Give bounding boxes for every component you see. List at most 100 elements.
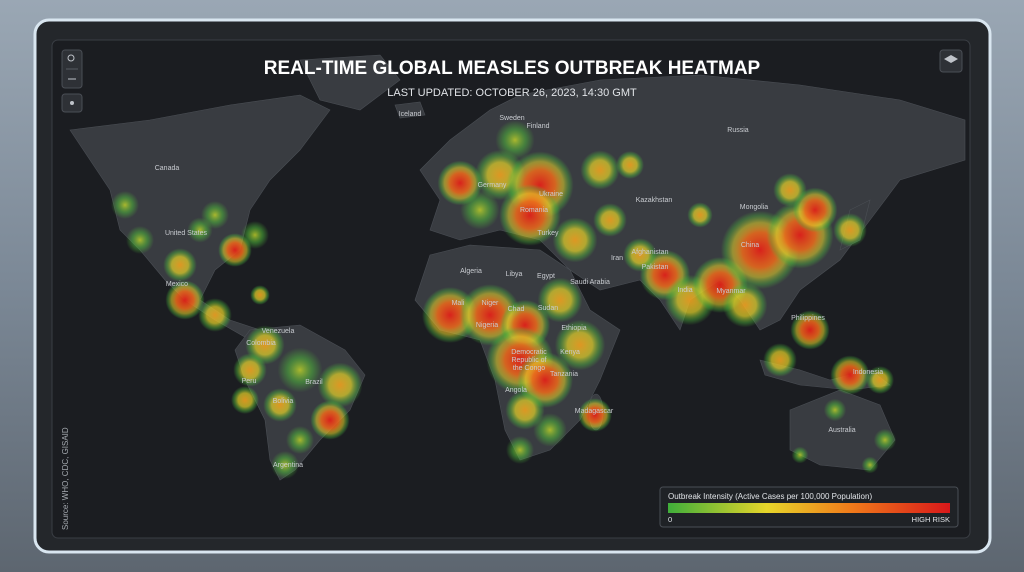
country-label: Venezuela [262,328,295,335]
heat-spot [552,217,598,263]
heat-spot [623,238,657,272]
heat-spot [554,319,606,371]
heat-spot [506,436,534,464]
country-label: China [741,242,759,249]
heat-spot [722,282,768,328]
country-label: Algeria [460,268,482,275]
heat-spot [830,355,870,395]
country-label: Iceland [399,111,422,118]
country-label: India [677,287,692,294]
heat-spot [126,226,154,254]
heat-spot [263,388,297,422]
country-label: Tanzania [550,371,578,378]
locate-icon [70,101,74,105]
country-label: Mali [452,300,465,307]
heat-spot [790,310,830,350]
layers-icon [944,55,958,63]
heat-spot [773,173,807,207]
heat-spot [460,190,500,230]
country-label: Madagascar [575,408,614,415]
country-label: Nigeria [476,322,498,329]
heat-spot [277,347,323,393]
country-label: Democratic [511,349,547,356]
country-label: Mongolia [740,204,769,211]
heat-spot [866,366,894,394]
heat-spot [763,343,797,377]
heat-spot [111,191,139,219]
heat-spot [310,400,350,440]
country-label: Iran [611,255,623,262]
country-label: Russia [727,127,749,134]
country-labels: Iceland Sweden Finland Russia Canada Ger… [155,111,884,469]
country-label: Kazakhstan [636,197,673,204]
country-label: Canada [155,165,180,172]
heat-spot [505,390,545,430]
legend-scale [668,503,950,513]
heat-spot [317,362,363,408]
legend-title: Outbreak Intensity (Active Cases per 100… [668,492,872,501]
country-label: Angola [505,387,527,394]
country-label: Peru [242,378,257,385]
country-label: Colombia [246,340,276,347]
country-label: Indonesia [853,369,883,376]
country-label: Argentina [273,462,303,469]
heat-spot [499,184,561,246]
country-label: Sudan [538,305,558,312]
zoom-icon [67,54,75,62]
heat-spot [580,150,620,190]
country-label: Mexico [166,281,188,288]
subtitle: LAST UPDATED: OCTOBER 26, 2023, 14:30 GM… [387,87,637,99]
country-label: Philippines [791,315,825,322]
country-label: Pakistan [642,264,669,271]
heat-spot [578,398,612,432]
country-label: Republic of [511,357,546,364]
heat-spot [198,298,232,332]
country-label: Myanmar [716,288,746,295]
country-label: Sweden [499,115,524,122]
country-label: United States [165,230,208,237]
heat-spot [271,451,299,479]
country-label: Afghanistan [632,249,669,256]
heat-spot [861,456,879,474]
heat-spot [495,120,535,160]
heat-spot [873,428,897,452]
country-label: Romania [520,207,548,214]
country-label: Brazil [305,379,323,386]
country-label: Turkey [537,230,559,237]
heat-spot [286,426,314,454]
country-label: Egypt [537,273,555,280]
country-label: Germany [478,182,507,189]
heat-spot [250,285,270,305]
title: REAL-TIME GLOBAL MEASLES OUTBREAK HEATMA… [264,58,761,79]
heat-spot [231,386,259,414]
country-label: Ethiopia [561,325,586,332]
heat-spot [165,280,205,320]
country-label: Libya [506,271,523,278]
heat-spot [163,248,197,282]
heat-spot [537,277,583,323]
heatmap-layer [111,120,897,479]
country-label: Kenya [560,349,580,356]
heat-spot [593,203,627,237]
heat-spot [791,446,809,464]
heat-spot [533,413,567,447]
country-label: the Congo [513,365,545,372]
heat-spot [187,217,213,243]
heat-spot [233,353,267,387]
country-label: Niger [482,300,499,307]
heat-spot [823,398,847,422]
legend-min: 0 [668,515,672,524]
country-label: Chad [508,306,525,313]
heat-spot [616,151,644,179]
heat-spot [241,221,269,249]
source: Source: WHO, CDC, GISAID [61,427,70,530]
country-label: Finland [527,123,550,130]
heat-spot [833,213,867,247]
country-label: Ukraine [539,191,563,198]
heat-spot [687,202,713,228]
zoom-controls[interactable] [61,49,83,113]
legend: Outbreak Intensity (Active Cases per 100… [659,486,959,528]
country-label: Australia [828,427,855,434]
